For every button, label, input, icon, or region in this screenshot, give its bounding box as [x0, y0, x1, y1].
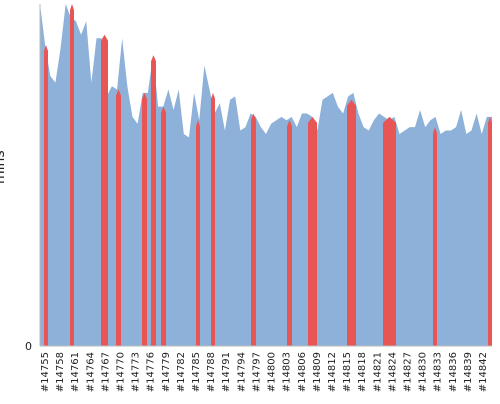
x-tick-label: #14788 — [206, 352, 217, 392]
highlight-bar — [196, 120, 200, 346]
x-tick-label: #14773 — [131, 352, 142, 392]
highlight-bar — [383, 116, 396, 346]
x-tick-label: #14809 — [312, 352, 323, 392]
highlight-bar — [488, 116, 492, 346]
x-tick-label: #14755 — [40, 352, 51, 392]
x-tick-label: #14797 — [251, 352, 262, 392]
x-tick-label: #14803 — [282, 352, 293, 392]
x-tick-label: #14785 — [191, 352, 202, 392]
highlight-bar — [44, 45, 48, 346]
x-tick-label: #14839 — [463, 352, 474, 392]
x-tick-label: #14833 — [433, 352, 444, 392]
x-tick-label: #14821 — [372, 352, 383, 392]
x-tick-label: #14761 — [70, 352, 81, 392]
x-tick-label: #14812 — [327, 352, 338, 392]
x-tick-label: #14776 — [146, 352, 157, 392]
x-tick-label: #14806 — [297, 352, 308, 392]
x-tick-label: #14842 — [478, 352, 489, 392]
x-tick-label: #14782 — [176, 352, 187, 392]
x-tick-label: #14818 — [357, 352, 368, 392]
x-tick-label: #14758 — [55, 352, 66, 392]
highlight-bar — [308, 116, 317, 346]
highlight-bar — [433, 127, 437, 347]
x-tick-label: #14830 — [418, 352, 429, 392]
x-tick-label: #14791 — [221, 352, 232, 392]
highlight-bar — [287, 120, 292, 346]
highlight-bar — [347, 99, 356, 346]
x-tick-label: #14824 — [387, 352, 398, 392]
x-tick-label: #14794 — [236, 352, 247, 392]
x-tick-label: #14779 — [161, 352, 172, 392]
x-tick-label: #14767 — [100, 352, 111, 392]
x-tick-label: #14827 — [402, 352, 413, 392]
highlight-bar — [161, 106, 166, 346]
x-tick-label: #14764 — [85, 352, 96, 392]
x-tick-label: #14836 — [448, 352, 459, 392]
x-tick-label: #14800 — [267, 352, 278, 392]
highlight-bar — [211, 92, 215, 346]
highlight-bar — [70, 4, 74, 346]
x-tick-label: #14815 — [342, 352, 353, 392]
highlight-bar — [116, 89, 121, 346]
highlight-bar — [101, 34, 108, 346]
highlight-bar — [151, 55, 156, 347]
highlight-bar — [251, 113, 256, 346]
y-tick-label: 0 — [25, 340, 32, 353]
highlight-bar — [142, 92, 147, 346]
x-tick-label: #14770 — [116, 352, 127, 392]
y-axis-label: mins — [0, 150, 8, 184]
